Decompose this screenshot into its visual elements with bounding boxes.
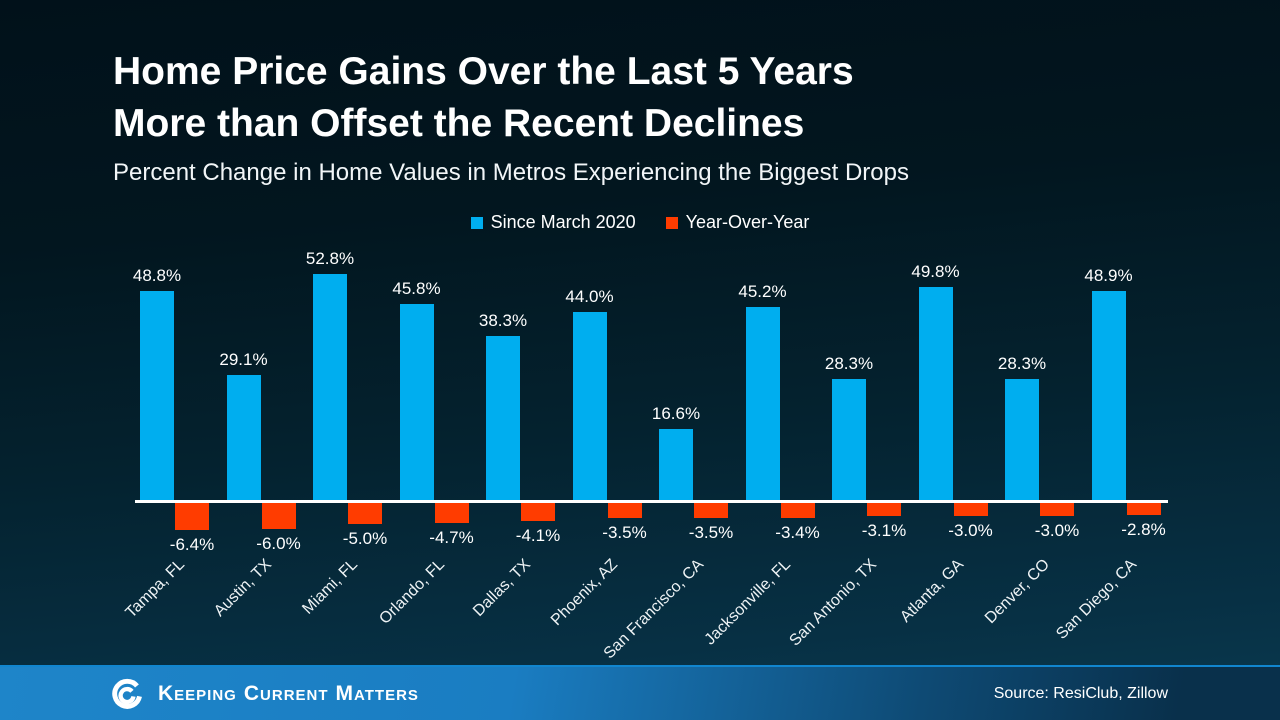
value-label-negative: -4.1% [515, 526, 561, 545]
legend-swatch-orange-icon [665, 216, 678, 229]
bar-since-march-2020 [918, 287, 953, 500]
value-label-positive: 48.9% [1084, 266, 1133, 285]
bar-since-march-2020 [745, 307, 780, 500]
bar-since-march-2020 [486, 336, 520, 500]
bar-since-march-2020 [399, 304, 434, 500]
kcm-swirl-logo-icon [112, 678, 142, 709]
legend-label: Since March 2020 [490, 212, 636, 232]
legend-label: Year-Over-Year [685, 212, 810, 232]
bar-year-over-year [434, 503, 469, 523]
value-label-positive: 29.1% [219, 350, 268, 369]
value-label-positive: 45.8% [392, 279, 441, 298]
value-label-negative: -4.7% [429, 528, 474, 547]
bar-since-march-2020 [659, 429, 693, 500]
x-axis-baseline [135, 500, 1168, 503]
bar-since-march-2020 [226, 375, 261, 500]
bar-year-over-year [348, 503, 382, 524]
value-label-positive: 45.2% [738, 282, 787, 301]
chart-subtitle: Percent Change in Home Values in Metros … [113, 159, 909, 186]
bar-year-over-year [694, 503, 728, 518]
brand-lockup: KEEPING CURRENT MATTERS [108, 675, 426, 713]
bar-year-over-year [607, 503, 642, 518]
value-label-negative: -6.4% [169, 535, 215, 554]
bar-year-over-year [1040, 503, 1074, 516]
bar-year-over-year [780, 503, 815, 518]
bar-since-march-2020 [140, 291, 174, 500]
value-label-negative: -2.8% [1121, 520, 1166, 539]
value-label-positive: 44.0% [565, 287, 614, 306]
value-label-negative: -3.4% [775, 523, 820, 542]
bar-year-over-year [521, 503, 555, 521]
value-label-negative: -6.0% [256, 534, 301, 553]
value-label-positive: 49.8% [911, 262, 960, 281]
bar-since-march-2020 [1091, 291, 1126, 500]
value-label-positive: 38.3% [478, 311, 528, 330]
bar-since-march-2020 [572, 312, 607, 500]
bar-year-over-year [1126, 503, 1161, 515]
legend-item-year-over-year: Year-Over-Year [665, 212, 810, 233]
chart-legend: Since March 2020 Year-Over-Year [0, 212, 1280, 233]
bar-year-over-year [261, 503, 296, 529]
source-text: Source: ResiClub, Zillow [993, 684, 1168, 702]
value-label-positive: 48.8% [132, 266, 182, 285]
value-label-positive: 16.6% [651, 404, 701, 423]
value-label-negative: -3.5% [688, 523, 734, 542]
legend-item-since-march-2020: Since March 2020 [470, 212, 636, 233]
value-label-negative: -3.0% [1034, 521, 1080, 540]
value-label-negative: -3.0% [948, 521, 993, 540]
legend-swatch-blue-icon [470, 216, 483, 229]
value-label-negative: -3.5% [602, 523, 647, 542]
footer-bar: KEEPING CURRENT MATTERS Source: ResiClub, … [0, 665, 1280, 720]
value-label-positive: 52.8% [305, 249, 355, 268]
bar-since-march-2020 [832, 379, 866, 500]
bar-year-over-year [867, 503, 901, 516]
page-title-line-2: More than Offset the Recent Declines [113, 102, 805, 145]
value-label-positive: 28.3% [997, 354, 1047, 373]
bar-year-over-year [175, 503, 209, 530]
bar-since-march-2020 [1005, 379, 1039, 500]
title-block: Home Price Gains Over the Last 5 Years M… [113, 46, 909, 187]
value-label-positive: 28.3% [824, 354, 874, 373]
value-label-negative: -3.1% [861, 521, 907, 540]
bar-year-over-year [953, 503, 988, 516]
bar-since-march-2020 [313, 274, 347, 500]
brand-text: KEEPING CURRENT MATTERS [158, 681, 419, 705]
value-label-negative: -5.0% [342, 529, 388, 548]
page-title-line-1: Home Price Gains Over the Last 5 Years [113, 50, 854, 93]
